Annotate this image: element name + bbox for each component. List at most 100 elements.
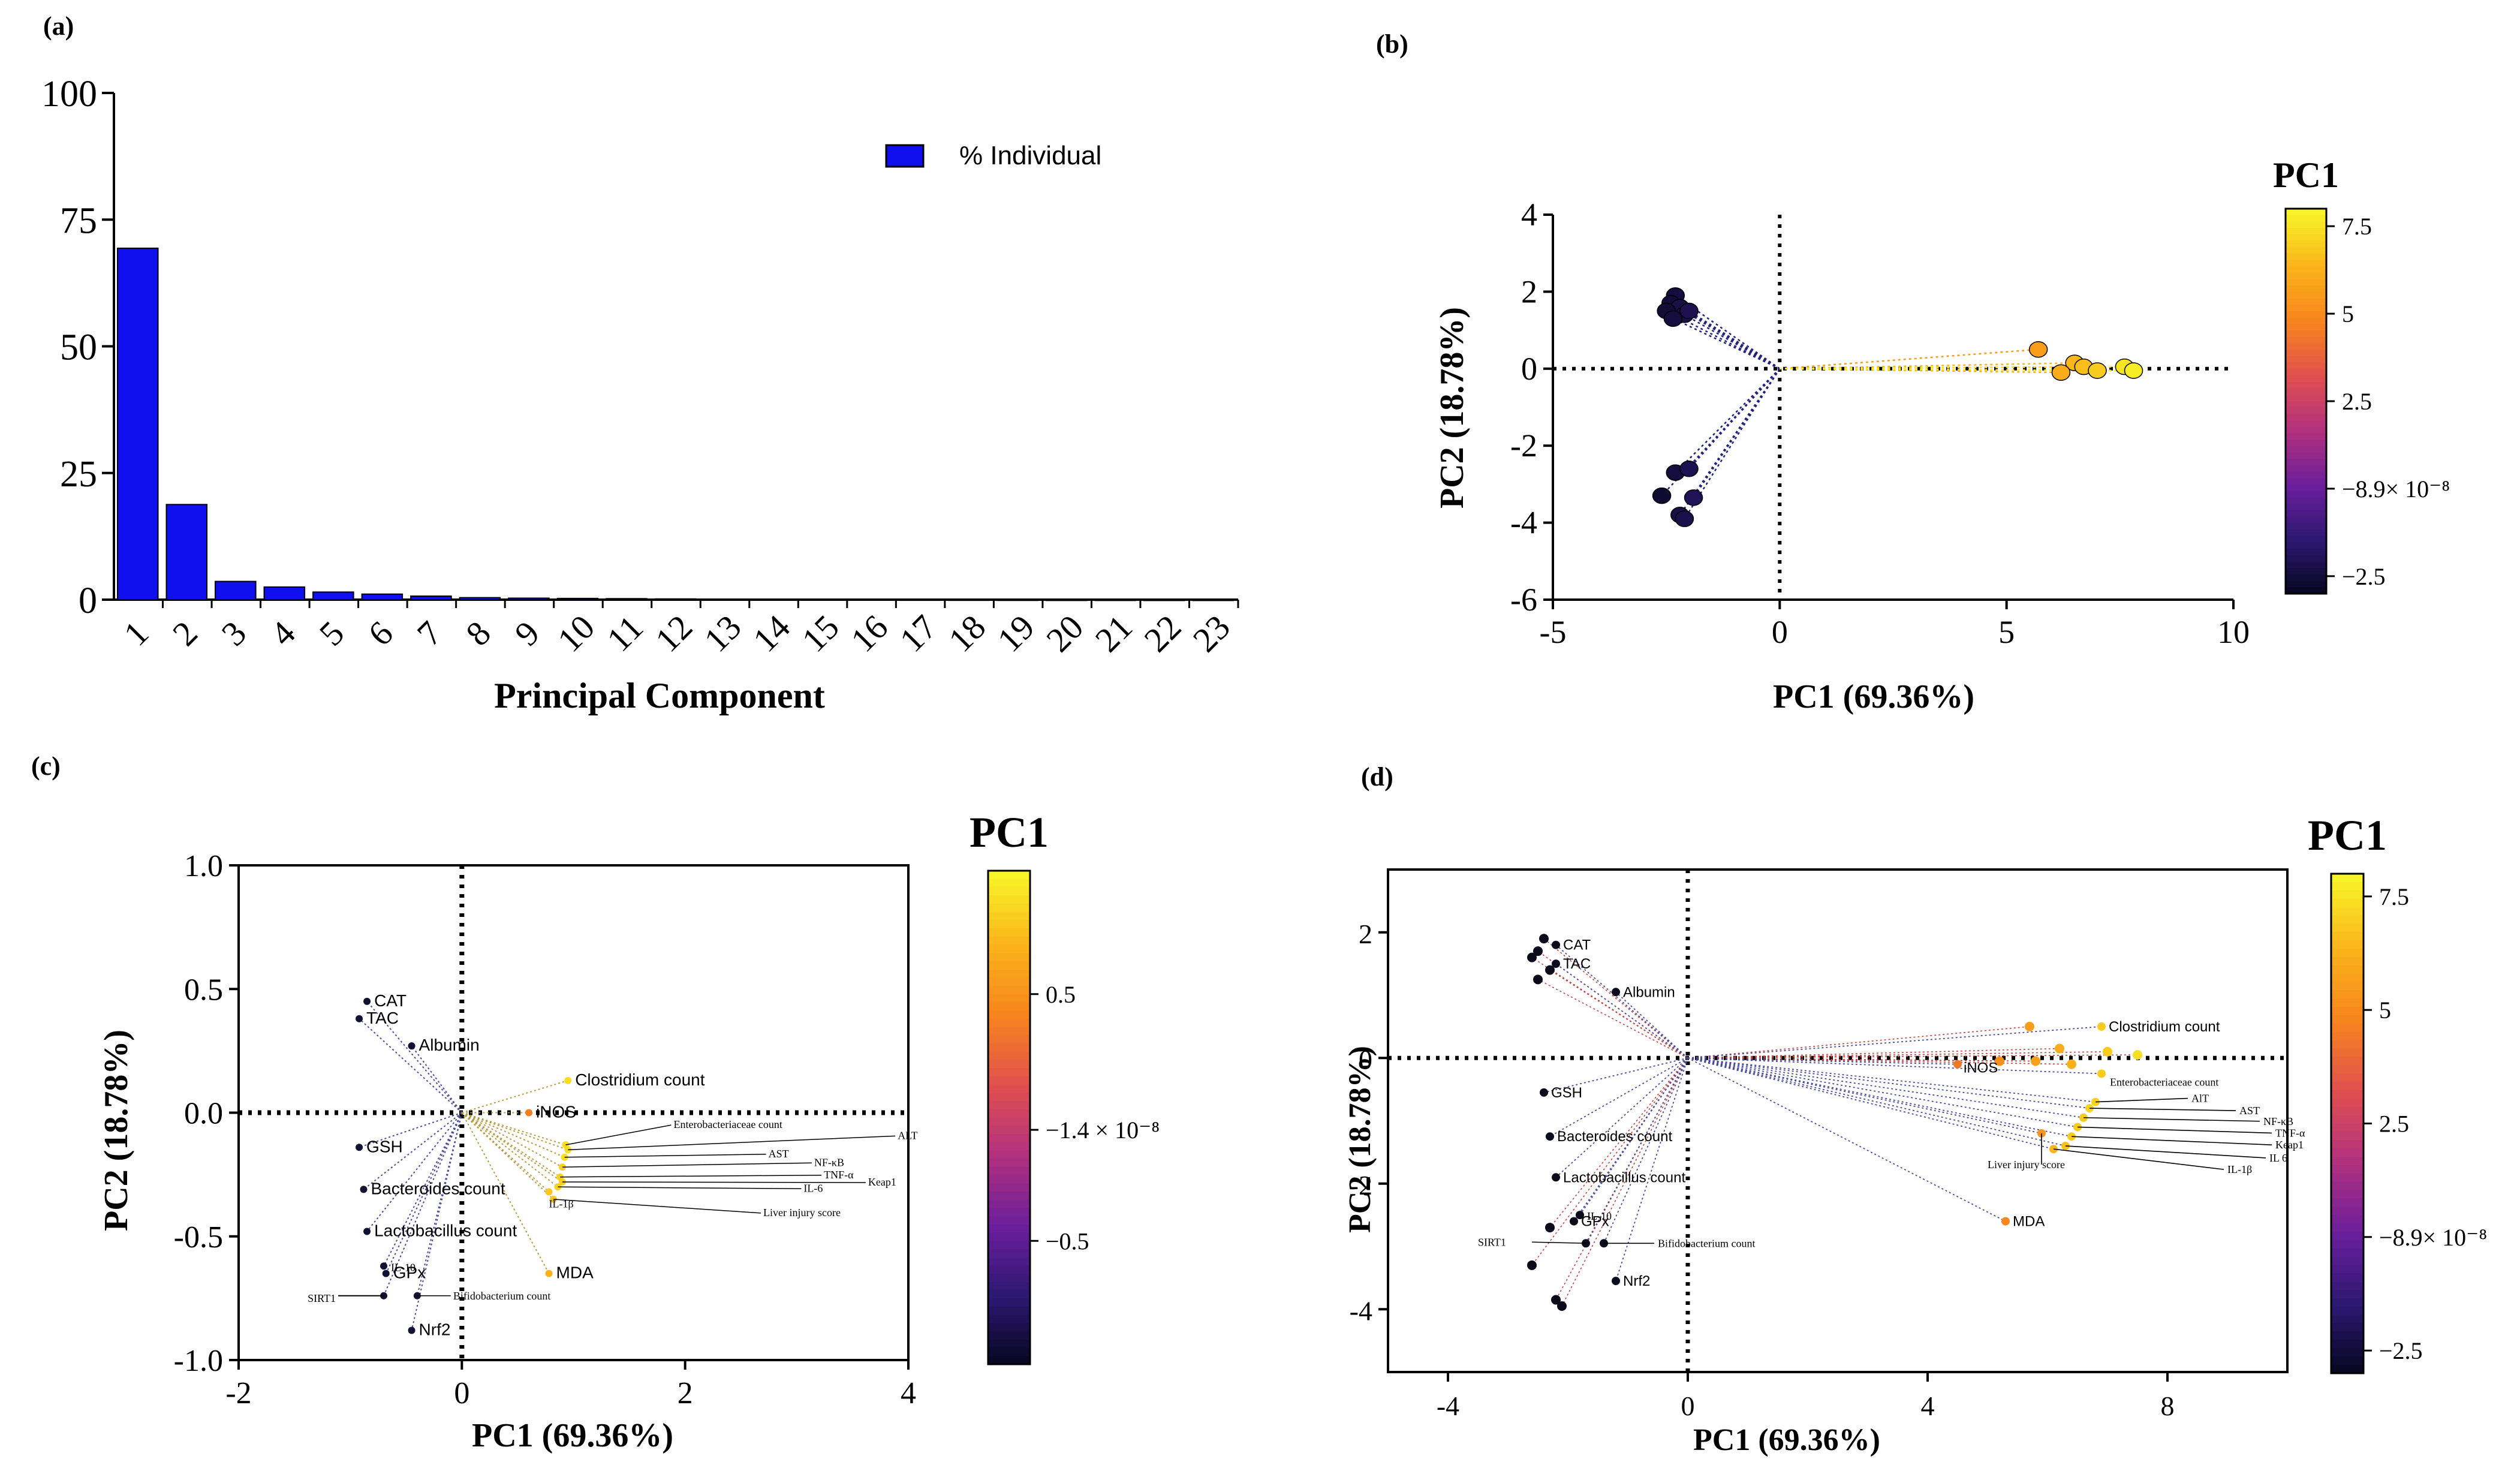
label-leader [562,1162,812,1168]
colorbar-tick-label: 2.5 [2379,1111,2409,1138]
loading-point [545,1188,553,1196]
colorbar-segment [2286,279,2326,287]
score-point [2051,364,2071,381]
colorbar-segment [2286,298,2326,306]
loading-point [2001,1217,2010,1226]
loading-label: GSH [1551,1085,1582,1101]
loading-vector [461,1112,559,1188]
x-tick-label: 7 [410,613,449,653]
loading-vector [1585,1057,1688,1244]
score-point [2103,1046,2112,1057]
loading-vector [359,1112,462,1148]
colorbar-segment [2331,1073,2364,1083]
colorbar-segment [988,1084,1030,1094]
loading-label: Albumin [1623,984,1675,1000]
panel-d-x-axis-label: PC1 (69.36%) [1693,1423,1880,1457]
loading-label: GPx [393,1264,426,1282]
colorbar-segment [2286,510,2326,518]
panel-c-y-axis-label: PC2 (18.78%) [98,1030,135,1231]
colorbar-segment [2286,414,2326,422]
colorbar-segment [2331,1290,2364,1299]
colorbar-segment [2286,478,2326,486]
x-tick-label: 14 [745,607,797,660]
label-leader [553,1199,761,1214]
loading-vector [1615,991,1688,1058]
colorbar-segment [2286,452,2326,460]
loading-vector [461,1112,565,1158]
score-point [1527,952,1537,962]
score-point [1545,1223,1555,1233]
panel-d-y-axis-label: PC2 (18.78%) [1343,1046,1377,1233]
x-tick-label: 2 [678,1376,693,1410]
colorbar-segment [988,1339,1030,1349]
colorbar-segment [2286,240,2326,248]
label-leader [568,1135,896,1151]
loading-point [1552,959,1560,968]
colorbar-segment [2331,1273,2364,1283]
panel-c-x-axis-label: PC1 (69.36%) [472,1417,673,1454]
colorbar-segment [2331,1173,2364,1183]
bar-pc-22 [1143,598,1185,601]
colorbar-segment [2331,1007,2364,1016]
loading-label: TAC [366,1009,399,1027]
panel-a-legend: % Individual [885,141,1101,170]
loading-label: Bacteroides count [1557,1129,1672,1145]
colorbar-segment [2286,491,2326,498]
label-leader [2071,1136,2272,1145]
colorbar-segment [2331,1140,2364,1150]
colorbar-segment [988,1142,1030,1151]
colorbar-segment [988,1117,1030,1127]
loading-point [363,1228,371,1235]
bar-pc-14 [752,598,794,601]
colorbar-segment [988,928,1030,937]
bar-pc-5 [312,591,354,601]
colorbar-segment [2331,1282,2364,1291]
colorbar-segment [2286,574,2326,582]
panel-d-plot: CAT TAC Albumin GSH Bacteroides count Lactoba… [1478,934,2305,1311]
colorbar-segment [2331,1090,2364,1099]
x-tick-label: 21 [1088,607,1140,660]
y-tick-label: -4 [1350,1295,1372,1326]
colorbar-segment [2331,1115,2364,1124]
colorbar-segment [2286,285,2326,293]
colorbar-segment [988,1126,1030,1135]
loading-label: MDA [2013,1214,2045,1230]
colorbar-segment [2331,1098,2364,1108]
colorbar-segment [2286,465,2326,473]
loading-vector [461,1112,561,1178]
colorbar-segment [988,1027,1030,1036]
colorbar-segment [988,1183,1030,1192]
loading-point [2097,1022,2106,1031]
bar-pc-15 [801,598,843,601]
loading-point [2097,1069,2106,1078]
colorbar-segment [2331,1048,2364,1058]
score-point [2025,1021,2034,1031]
loading-point [1576,1211,1584,1220]
loading-vector [461,1112,563,1183]
label-leader [2095,1097,2188,1103]
colorbar-segment [2286,209,2326,216]
loading-label: SIRT1 [1478,1236,1506,1248]
colorbar-segment [2286,247,2326,254]
loading-vector [359,1018,463,1114]
loading-vector [1555,963,1688,1058]
colorbar-segment [2331,990,2364,1000]
colorbar-segment [2286,471,2326,479]
colorbar-frame [987,870,1031,1365]
colorbar-segment [2286,381,2326,389]
colorbar-segment [988,1282,1030,1291]
label-leader [2053,1148,2224,1170]
y-tick-label: -0.5 [174,1220,223,1255]
bar-pc-8 [459,597,501,600]
colorbar-tick-label: −2.5 [2379,1337,2423,1364]
colorbar-segment [2331,1165,2364,1174]
colorbar-segment [2286,440,2326,447]
colorbar-segment [988,977,1030,987]
colorbar-segment [2331,1323,2364,1332]
colorbar-segment [2286,324,2326,332]
y-tick-label: -2 [1510,428,1537,464]
loading-label: Enterobacteriaceae count [2110,1076,2218,1088]
colorbar-title: PC1 [970,808,1049,856]
loading-vector [411,1045,463,1114]
colorbar-segment [988,1060,1030,1069]
